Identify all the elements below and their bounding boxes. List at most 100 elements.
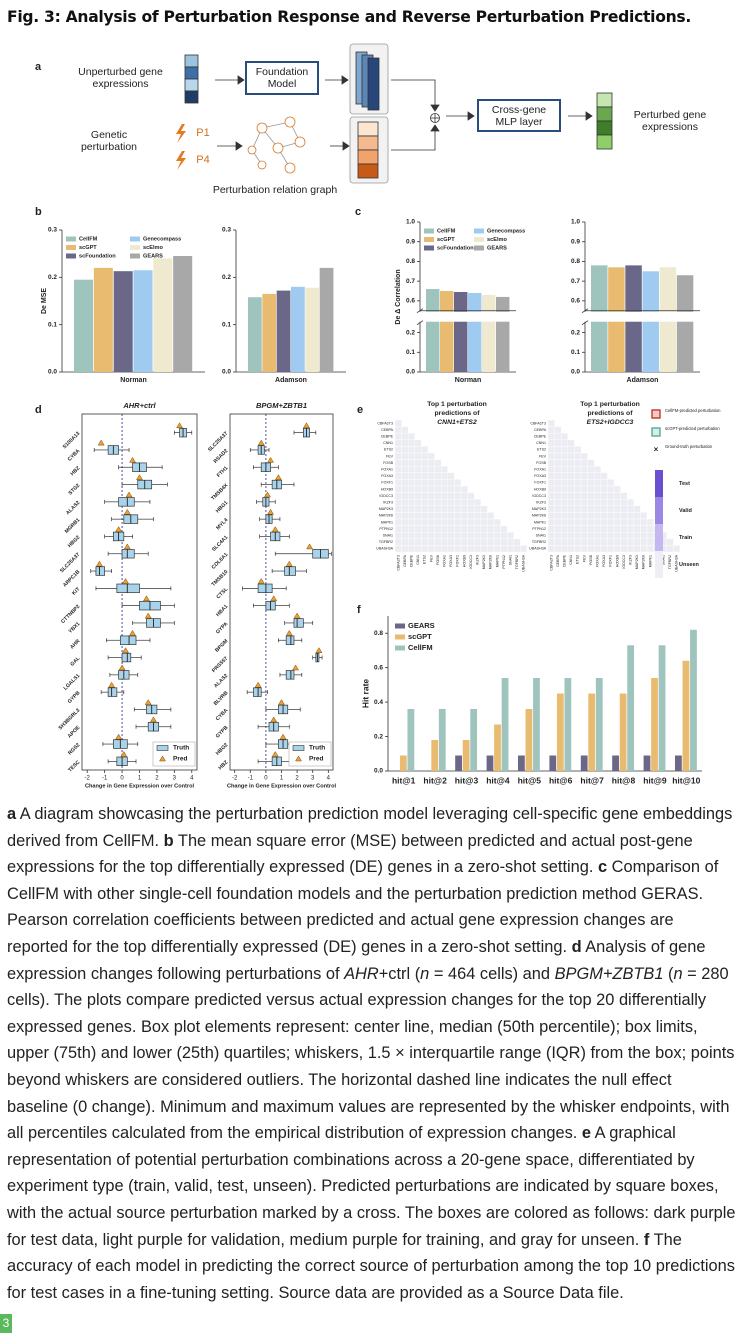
heatmap-title: predictions of (588, 410, 634, 417)
cell (580, 505, 588, 513)
y-tick-label: APOE (67, 725, 82, 740)
y-tick-label: CTTNBP2 (60, 604, 81, 625)
y-tick-label: 0.8 (571, 258, 580, 265)
y-tick-label: CTSL (216, 586, 230, 600)
cell (561, 532, 569, 540)
cell (574, 446, 582, 454)
cell (414, 459, 422, 467)
cell (554, 479, 562, 487)
pred-marker (271, 751, 279, 757)
y-tick-label: 0.7 (571, 278, 580, 285)
x-axis-label: Adamson (275, 377, 307, 384)
col-label: IKZF3 (628, 555, 632, 565)
cell (607, 512, 615, 520)
y-tick-label: 0.1 (48, 321, 57, 328)
lightning-icon (176, 124, 186, 143)
bar (133, 270, 153, 372)
cell (607, 525, 615, 533)
box (285, 670, 295, 680)
cell (454, 512, 462, 520)
cell (434, 472, 442, 480)
cell (567, 532, 575, 540)
cell (414, 518, 422, 526)
cell (600, 532, 608, 540)
cell (447, 479, 455, 487)
cell (646, 538, 654, 546)
cell (613, 538, 621, 546)
cell (357, 163, 379, 179)
cell (513, 545, 521, 553)
axis-break (581, 311, 704, 322)
cell (561, 452, 569, 460)
cell (414, 532, 422, 540)
cell (547, 532, 555, 540)
y-tick-label: 0.3 (222, 227, 231, 234)
colorbar (655, 497, 663, 524)
caption-text: n (673, 964, 683, 983)
cell (600, 538, 608, 546)
cell (547, 525, 555, 533)
cell (561, 439, 569, 447)
cell (184, 90, 199, 104)
caption-label: f (643, 1230, 650, 1249)
heatmap-title: predictions of (435, 410, 481, 417)
y-tick-label: 0.1 (222, 321, 231, 328)
cell (414, 452, 422, 460)
col-label: CBFA2T3 (549, 555, 553, 571)
cell (447, 525, 455, 533)
x-axis-label: Adamson (627, 377, 659, 384)
x-axis-label: Change in Gene Expression over Control (85, 783, 195, 789)
row-label: FOXA1 (381, 467, 393, 471)
y-tick-label: 0.6 (571, 298, 580, 305)
pred-marker (149, 716, 157, 723)
row-label: FOXF1 (534, 481, 546, 485)
legend-label: CellFM (79, 236, 98, 242)
cell (408, 452, 416, 460)
bar (682, 660, 690, 771)
pred-marker (270, 595, 278, 602)
cell (394, 532, 402, 540)
cell (408, 459, 416, 467)
pred-marker (123, 543, 131, 550)
cell (646, 518, 654, 526)
y-tick-label: HBG2 (67, 535, 82, 550)
break-mark (581, 320, 589, 326)
bar (468, 292, 482, 372)
cell (554, 472, 562, 480)
panel-letter: c (355, 206, 361, 218)
diagram-label: Cross-gene MLP layer (491, 104, 547, 128)
diagram-label: Perturbed gene expressions (633, 109, 707, 133)
diagram-label: P4 (196, 154, 210, 166)
legend-marker (651, 409, 661, 419)
bar (305, 287, 320, 372)
cell (401, 512, 409, 520)
legend-label: Pred (173, 756, 187, 763)
pred-marker (267, 456, 275, 463)
cell (434, 532, 442, 540)
lightning-icon (176, 151, 186, 170)
cell (547, 472, 555, 480)
cell (500, 545, 508, 553)
cell (600, 485, 608, 493)
cell (408, 525, 416, 533)
diagram-label: Unperturbed gene expressions (78, 66, 163, 90)
cell (561, 512, 569, 520)
row-label: CEBPE (381, 434, 394, 438)
cell (408, 518, 416, 526)
heatmap-title: ETS2+IGDCC3 (587, 419, 634, 426)
col-label: CBFA2T3 (396, 555, 400, 571)
y-tick-label: 0.2 (406, 329, 415, 336)
arrow-head (430, 104, 440, 112)
cell (394, 433, 402, 441)
y-tick-label: 0.2 (48, 274, 57, 281)
arrow-head (341, 75, 349, 85)
pred-marker (97, 439, 105, 446)
cell (500, 532, 508, 540)
bar (564, 678, 572, 771)
pred-marker (278, 699, 285, 705)
box (253, 687, 262, 697)
cell (633, 512, 641, 520)
cell (454, 538, 462, 546)
row-label: MAP2K3 (532, 507, 546, 511)
bar (525, 709, 533, 771)
